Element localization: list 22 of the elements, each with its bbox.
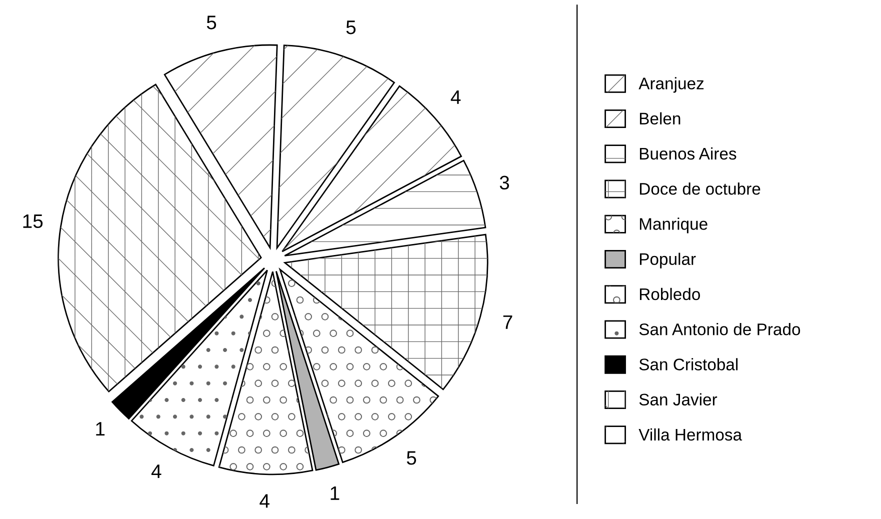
data-label: 3 bbox=[500, 176, 510, 190]
legend-label: Popular bbox=[640, 252, 696, 268]
data-label: 15 bbox=[23, 214, 43, 228]
data-label: 4 bbox=[450, 90, 461, 104]
data-label: 5 bbox=[206, 16, 216, 30]
legend-label: San Cristobal bbox=[639, 358, 738, 370]
legend-label: San Antonio de Prado bbox=[639, 323, 800, 336]
legend-label: Aranjuez bbox=[638, 77, 704, 93]
data-label: 5 bbox=[406, 451, 416, 465]
data-label: 1 bbox=[96, 422, 105, 436]
data-label: 5 bbox=[346, 20, 356, 34]
data-label: 4 bbox=[260, 494, 270, 508]
data-label: 7 bbox=[503, 315, 512, 329]
legend-label: Villa Hermosa bbox=[638, 428, 742, 441]
legend-label: Robledo bbox=[640, 288, 700, 300]
data-label: 1 bbox=[330, 486, 340, 500]
legend-label: San Javier bbox=[639, 393, 718, 406]
legend-label: Manrique bbox=[640, 218, 708, 234]
legend-label: Doce de octubre bbox=[640, 182, 760, 195]
data-label: 4 bbox=[151, 464, 162, 478]
legend-label: Buenos Aires bbox=[640, 147, 736, 160]
legend-label: Belen bbox=[640, 112, 680, 125]
